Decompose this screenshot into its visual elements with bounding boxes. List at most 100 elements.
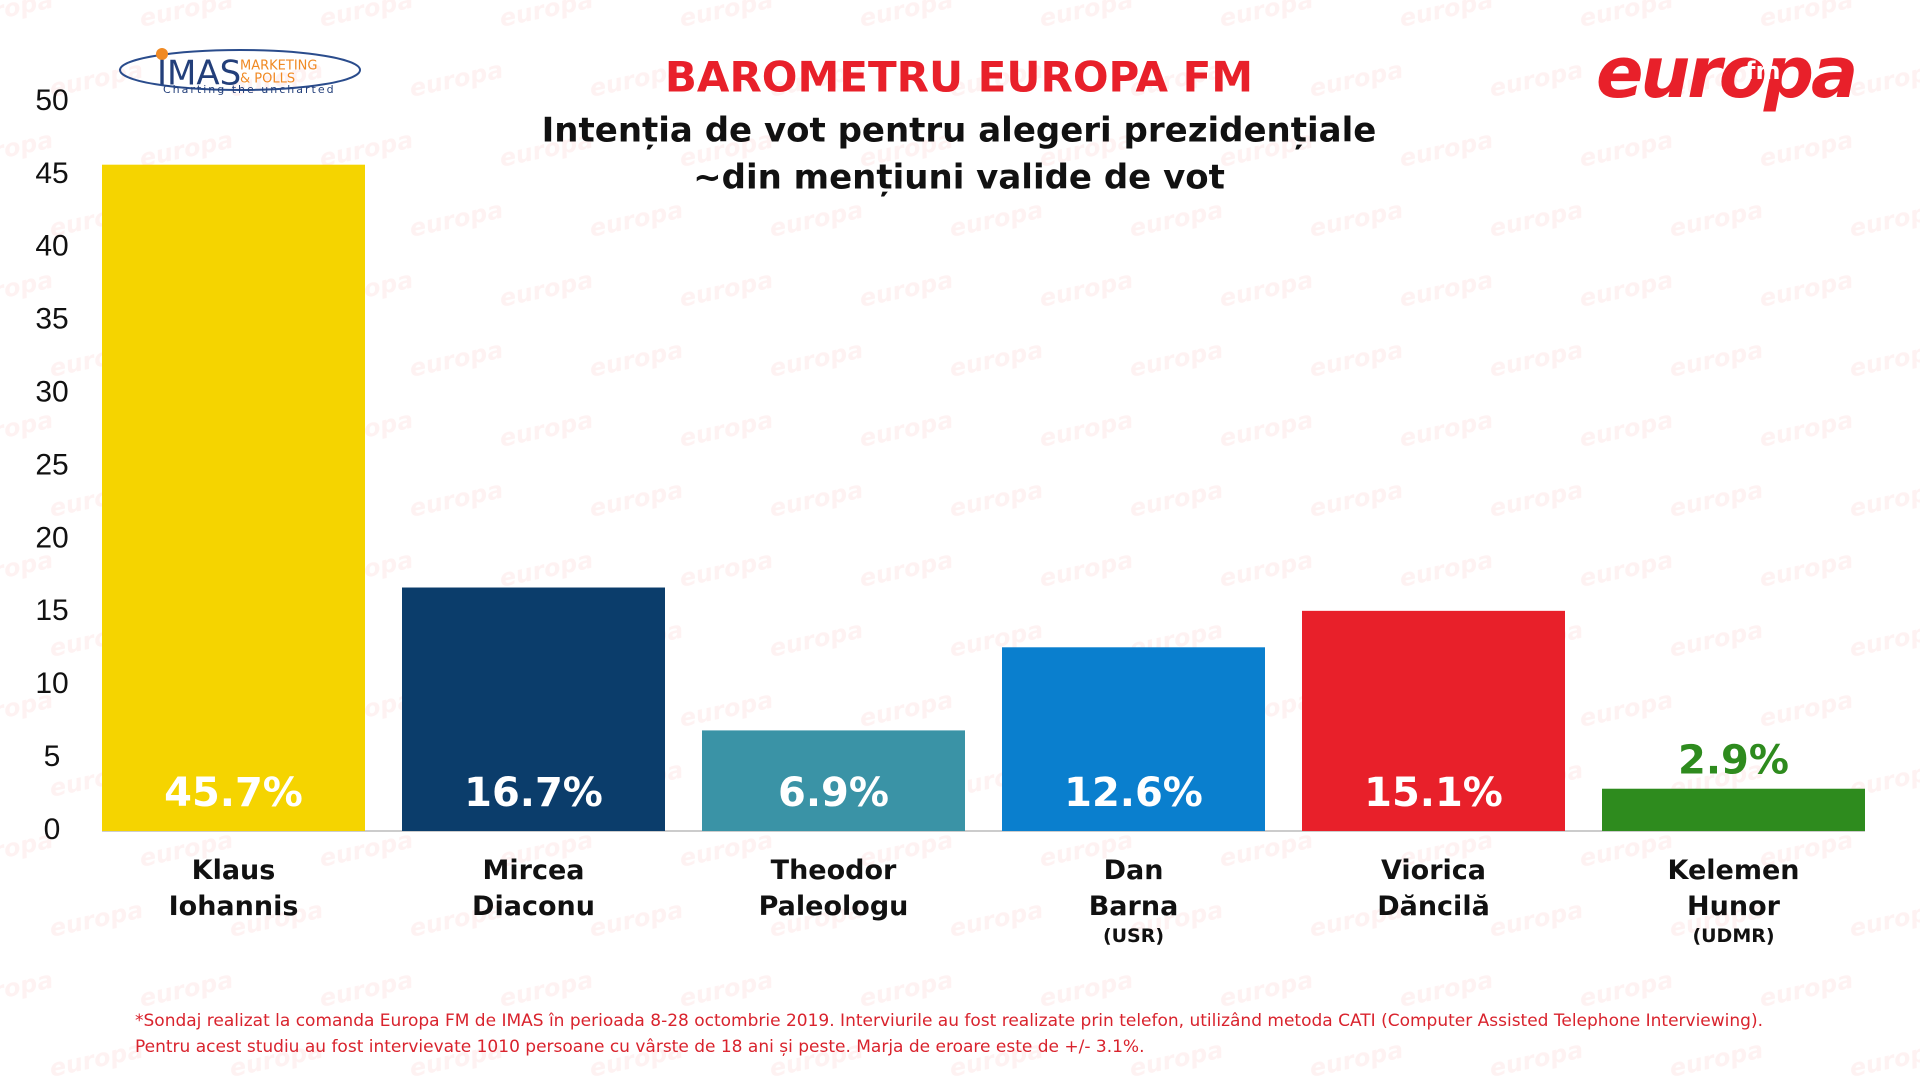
watermark: europa bbox=[47, 1036, 146, 1080]
watermark: europa bbox=[1757, 0, 1856, 33]
logo-imas: IMAS bbox=[157, 54, 241, 94]
watermark: europa bbox=[677, 406, 776, 453]
watermark: europa bbox=[1757, 266, 1856, 313]
watermark: europa bbox=[857, 406, 956, 453]
watermark: europa bbox=[677, 966, 776, 1013]
footnote: Pentru acest studiu au fost intervievate… bbox=[135, 1037, 1145, 1057]
watermark: europa bbox=[1757, 686, 1856, 733]
x-tick-label: Mircea Diaconu bbox=[472, 855, 595, 922]
y-tick-label: 0 bbox=[44, 813, 61, 846]
bar bbox=[1602, 788, 1865, 831]
watermark: europa bbox=[1667, 1036, 1766, 1080]
watermark: europa bbox=[1577, 546, 1676, 593]
watermark: europa bbox=[767, 336, 866, 383]
bar bbox=[402, 587, 665, 831]
watermark: europa bbox=[1847, 616, 1920, 663]
watermark: europa bbox=[1037, 406, 1136, 453]
watermark: europa bbox=[1487, 896, 1586, 943]
watermark: europa bbox=[587, 196, 686, 243]
y-tick-label: 30 bbox=[35, 376, 68, 409]
watermark: europa bbox=[677, 0, 776, 33]
watermark: europa bbox=[317, 826, 416, 873]
watermark: europa bbox=[1217, 826, 1316, 873]
watermark: europa bbox=[137, 966, 236, 1013]
watermark: europa bbox=[1847, 1036, 1920, 1080]
watermark: europa bbox=[1487, 1036, 1586, 1080]
watermark: europa bbox=[1487, 196, 1586, 243]
watermark: europa bbox=[1397, 266, 1496, 313]
watermark: europa bbox=[1667, 476, 1766, 523]
watermark: europa bbox=[587, 476, 686, 523]
bar bbox=[702, 730, 965, 831]
watermark: europa bbox=[407, 476, 506, 523]
x-tick-label: Klaus Iohannis bbox=[168, 855, 299, 922]
x-tick-label: Viorica Dăncilă bbox=[1377, 855, 1490, 922]
watermark: europa bbox=[1847, 896, 1920, 943]
x-tick-label: Theodor Paleologu bbox=[758, 855, 909, 922]
y-tick-label: 25 bbox=[35, 448, 68, 481]
watermark: europa bbox=[1847, 336, 1920, 383]
watermark: europa bbox=[0, 966, 56, 1013]
watermark: europa bbox=[947, 336, 1046, 383]
logo-europa: europa bbox=[1596, 32, 1855, 114]
watermark: europa bbox=[1037, 546, 1136, 593]
watermark: europa bbox=[677, 266, 776, 313]
watermark: europa bbox=[1487, 56, 1586, 103]
watermark: europa bbox=[1667, 336, 1766, 383]
watermark: europa bbox=[587, 896, 686, 943]
watermark: europa bbox=[1127, 196, 1226, 243]
logo-fm: fm bbox=[1745, 57, 1780, 85]
watermark: europa bbox=[1307, 476, 1406, 523]
watermark: europa bbox=[1217, 546, 1316, 593]
watermark: europa bbox=[1397, 126, 1496, 173]
chart-title: BAROMETRU EUROPA FM bbox=[665, 53, 1253, 102]
watermark: europa bbox=[1217, 0, 1316, 33]
watermark: europa bbox=[1307, 56, 1406, 103]
watermark: europa bbox=[407, 196, 506, 243]
watermark: europa bbox=[1217, 266, 1316, 313]
value-label: 16.7% bbox=[464, 770, 603, 816]
watermark: europa bbox=[767, 616, 866, 663]
logo-imas-tag: MARKETING bbox=[240, 59, 317, 74]
watermark: europa bbox=[407, 336, 506, 383]
logo-imas-slogan: Charting the uncharted bbox=[163, 83, 336, 96]
watermark: europa bbox=[407, 56, 506, 103]
watermark: europa bbox=[947, 476, 1046, 523]
watermark: europa bbox=[857, 966, 956, 1013]
watermark: europa bbox=[1127, 476, 1226, 523]
watermark: europa bbox=[1397, 966, 1496, 1013]
watermark: europa bbox=[1577, 406, 1676, 453]
watermark: europa bbox=[1127, 336, 1226, 383]
bar bbox=[102, 164, 365, 832]
logo-swoosh bbox=[119, 49, 361, 91]
watermark: europa bbox=[317, 966, 416, 1013]
watermark: europa bbox=[1577, 686, 1676, 733]
watermark: europa bbox=[317, 0, 416, 33]
watermark: europa bbox=[947, 896, 1046, 943]
watermark: europa bbox=[587, 336, 686, 383]
watermark: europa bbox=[1307, 1036, 1406, 1080]
bar bbox=[1302, 610, 1565, 831]
y-tick-label: 35 bbox=[35, 303, 68, 336]
watermark: europa bbox=[677, 546, 776, 593]
watermark: europa bbox=[497, 546, 596, 593]
footnote: *Sondaj realizat la comanda Europa FM de… bbox=[135, 1011, 1763, 1031]
y-tick-label: 45 bbox=[35, 157, 68, 190]
watermark: europa bbox=[857, 0, 956, 33]
watermark: europa bbox=[1397, 546, 1496, 593]
watermark: europa bbox=[1577, 966, 1676, 1013]
watermark: europa bbox=[1487, 476, 1586, 523]
value-label: 12.6% bbox=[1064, 770, 1203, 816]
watermark: europa bbox=[1487, 336, 1586, 383]
watermark: europa bbox=[47, 896, 146, 943]
x-tick-label: Dan Barna bbox=[1088, 855, 1179, 922]
watermark: europa bbox=[857, 686, 956, 733]
logo-imas-tag: & POLLS bbox=[240, 72, 295, 87]
watermark: europa bbox=[1217, 406, 1316, 453]
value-label: 15.1% bbox=[1364, 770, 1503, 816]
watermark: europa bbox=[1847, 196, 1920, 243]
y-tick-label: 5 bbox=[44, 740, 61, 773]
watermark: europa bbox=[857, 266, 956, 313]
value-label: 2.9% bbox=[1678, 738, 1789, 784]
